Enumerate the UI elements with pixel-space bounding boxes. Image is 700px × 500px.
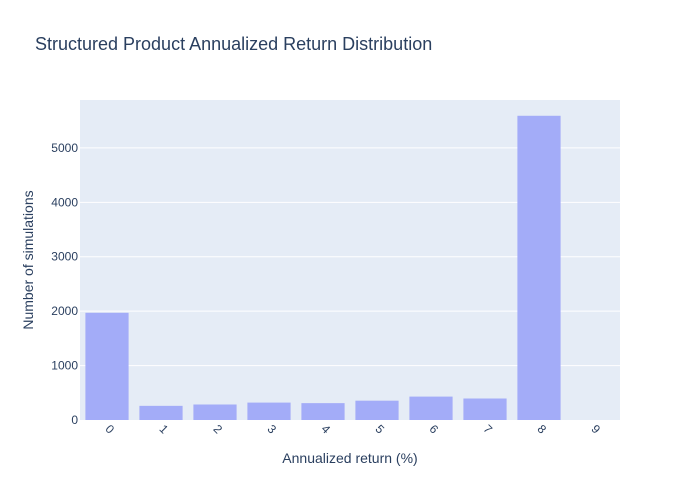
x-tick-label: 6 xyxy=(427,422,442,437)
x-tick-label: 3 xyxy=(265,422,280,437)
chart-title: Structured Product Annualized Return Dis… xyxy=(35,34,432,54)
x-tick-label: 2 xyxy=(211,422,226,437)
y-tick-label: 4000 xyxy=(51,195,78,209)
x-tick-label: 0 xyxy=(103,422,118,437)
bar-1 xyxy=(139,405,183,420)
x-tick-label: 5 xyxy=(373,422,388,437)
y-tick-label: 1000 xyxy=(51,359,78,373)
y-tick-label: 5000 xyxy=(51,141,78,155)
x-tick-label: 1 xyxy=(157,422,172,437)
x-tick-label: 7 xyxy=(481,422,496,437)
x-tick-label: 9 xyxy=(589,422,604,437)
bars xyxy=(85,115,561,420)
x-tick-label: 8 xyxy=(535,422,550,437)
y-axis-ticks: 0 1000 2000 3000 4000 5000 xyxy=(51,141,78,427)
y-tick-label: 0 xyxy=(71,413,78,427)
bar-6 xyxy=(409,396,453,420)
bar-4 xyxy=(301,403,345,420)
bar-5 xyxy=(355,400,399,420)
x-tick-label: 4 xyxy=(319,422,334,437)
bar-0 xyxy=(85,312,129,420)
y-axis-title: Number of simulations xyxy=(20,190,36,329)
bar-7 xyxy=(463,398,507,420)
x-axis-title: Annualized return (%) xyxy=(282,450,417,466)
y-tick-label: 2000 xyxy=(51,304,78,318)
bar-8 xyxy=(517,115,561,420)
y-tick-label: 3000 xyxy=(51,250,78,264)
bar-3 xyxy=(247,402,291,420)
x-axis-ticks: 0 1 2 3 4 5 6 7 8 9 xyxy=(103,422,604,437)
bar-2 xyxy=(193,404,237,420)
